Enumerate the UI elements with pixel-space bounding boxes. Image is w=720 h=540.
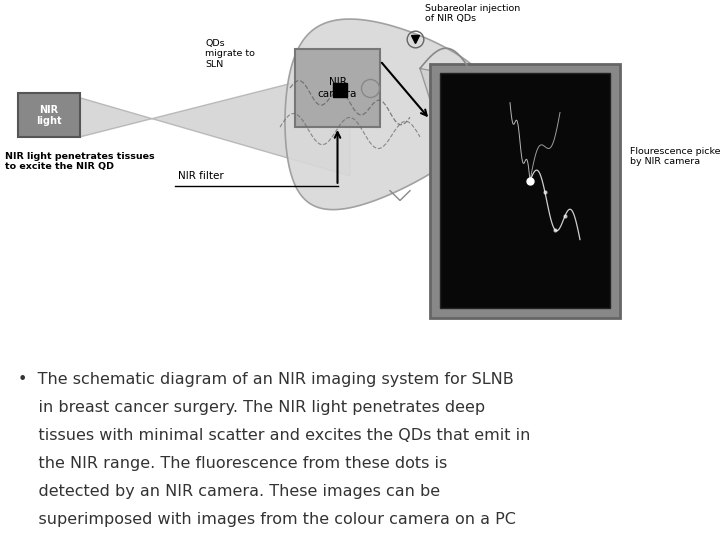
Text: •  The schematic diagram of an NIR imaging system for SLNB: • The schematic diagram of an NIR imagin… [18,372,514,387]
Polygon shape [285,19,495,210]
Polygon shape [420,69,460,103]
Text: tissues with minimal scatter and excites the QDs that emit in: tissues with minimal scatter and excites… [18,428,531,443]
Text: detected by an NIR camera. These images can be: detected by an NIR camera. These images … [18,484,440,499]
Text: NIR
light: NIR light [36,105,62,126]
Bar [440,73,610,308]
Polygon shape [80,69,350,176]
Text: NIR
camera: NIR camera [318,77,357,99]
Text: NIR filter: NIR filter [178,171,224,181]
Text: NIR light penetrates tissues
to excite the NIR QD: NIR light penetrates tissues to excite t… [5,152,155,171]
Text: QDs
migrate to
SLN: QDs migrate to SLN [205,39,255,69]
Text: in breast cancer surgery. The NIR light penetrates deep: in breast cancer surgery. The NIR light … [18,400,485,415]
Text: the NIR range. The fluorescence from these dots is: the NIR range. The fluorescence from the… [18,456,447,471]
Text: superimposed with images from the colour camera on a PC: superimposed with images from the colour… [18,512,516,527]
Bar [430,64,620,318]
Text: Subareolar injection
of NIR QDs: Subareolar injection of NIR QDs [425,4,521,23]
Polygon shape [18,93,80,137]
Text: Flourescence picked up
by NIR camera: Flourescence picked up by NIR camera [630,147,720,166]
Bar [295,49,380,127]
